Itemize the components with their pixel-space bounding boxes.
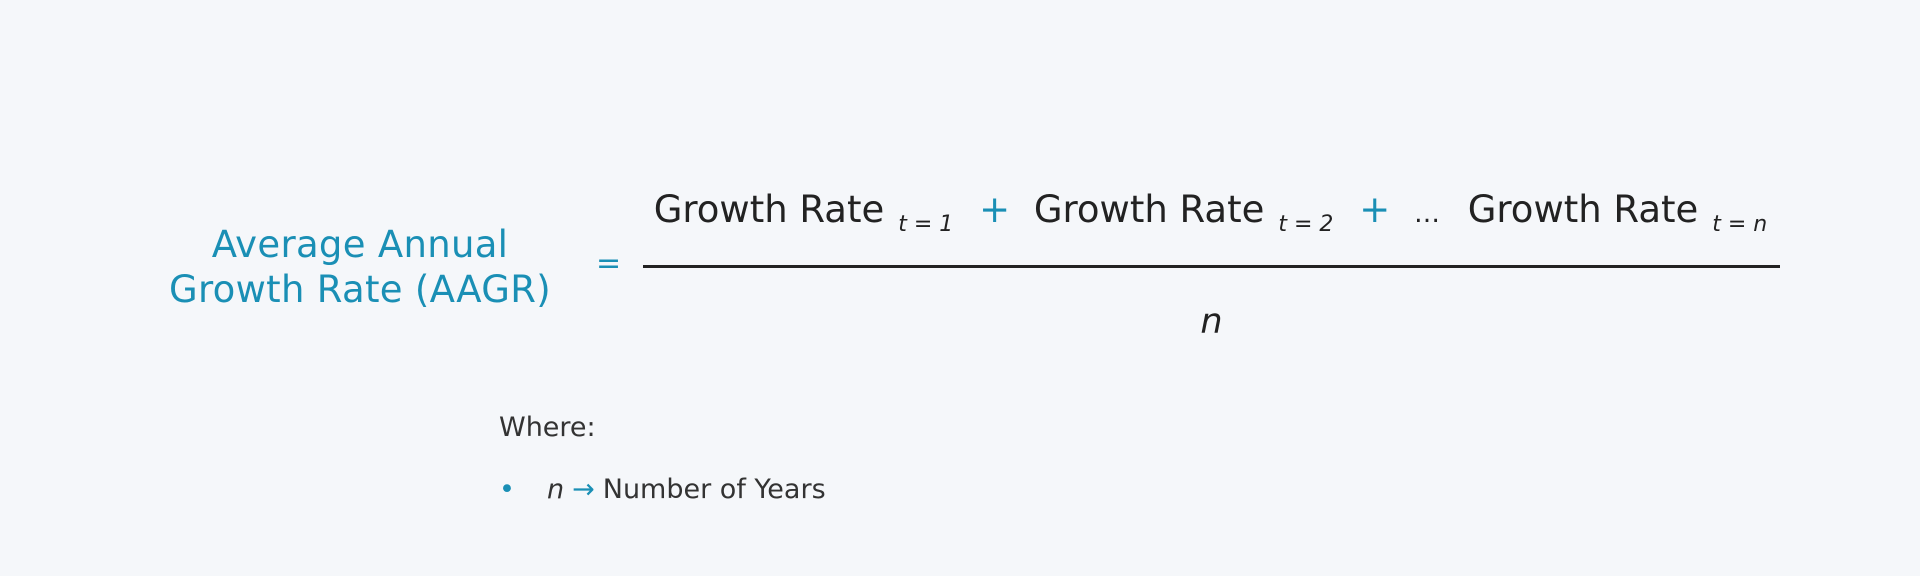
legend-description: Number of Years xyxy=(602,474,826,505)
numerator-term-2-subscript: t = 2 xyxy=(1278,212,1334,237)
legend-title: Where: xyxy=(499,412,596,443)
lhs-line-2: Growth Rate (AAGR) xyxy=(169,268,551,311)
fraction-denominator: n xyxy=(1200,302,1223,342)
lhs-line-1: Average Annual xyxy=(211,223,509,266)
numerator-term-2-label: Growth Rate xyxy=(1033,188,1265,231)
fraction-bar xyxy=(643,265,1780,268)
plus-sign-1: + xyxy=(979,188,1011,231)
numerator-term-1-label: Growth Rate xyxy=(653,188,885,231)
plus-sign-2: + xyxy=(1359,188,1391,231)
legend-item: • n → Number of Years xyxy=(499,474,826,505)
numerator-term-3-subscript: t = n xyxy=(1712,212,1768,237)
right-arrow-icon: → xyxy=(572,474,595,505)
equals-sign: = xyxy=(596,246,622,281)
numerator-term-3-label: Growth Rate xyxy=(1467,188,1699,231)
numerator-term-1-subscript: t = 1 xyxy=(898,212,954,237)
fraction-numerator: Growth Rate t = 1 + Growth Rate t = 2 + … … xyxy=(643,188,1780,237)
legend-variable: n xyxy=(547,474,565,505)
ellipsis: … xyxy=(1413,199,1440,229)
bullet-icon: • xyxy=(499,474,515,505)
formula-lhs: Average Annual Growth Rate (AAGR) xyxy=(150,222,570,312)
